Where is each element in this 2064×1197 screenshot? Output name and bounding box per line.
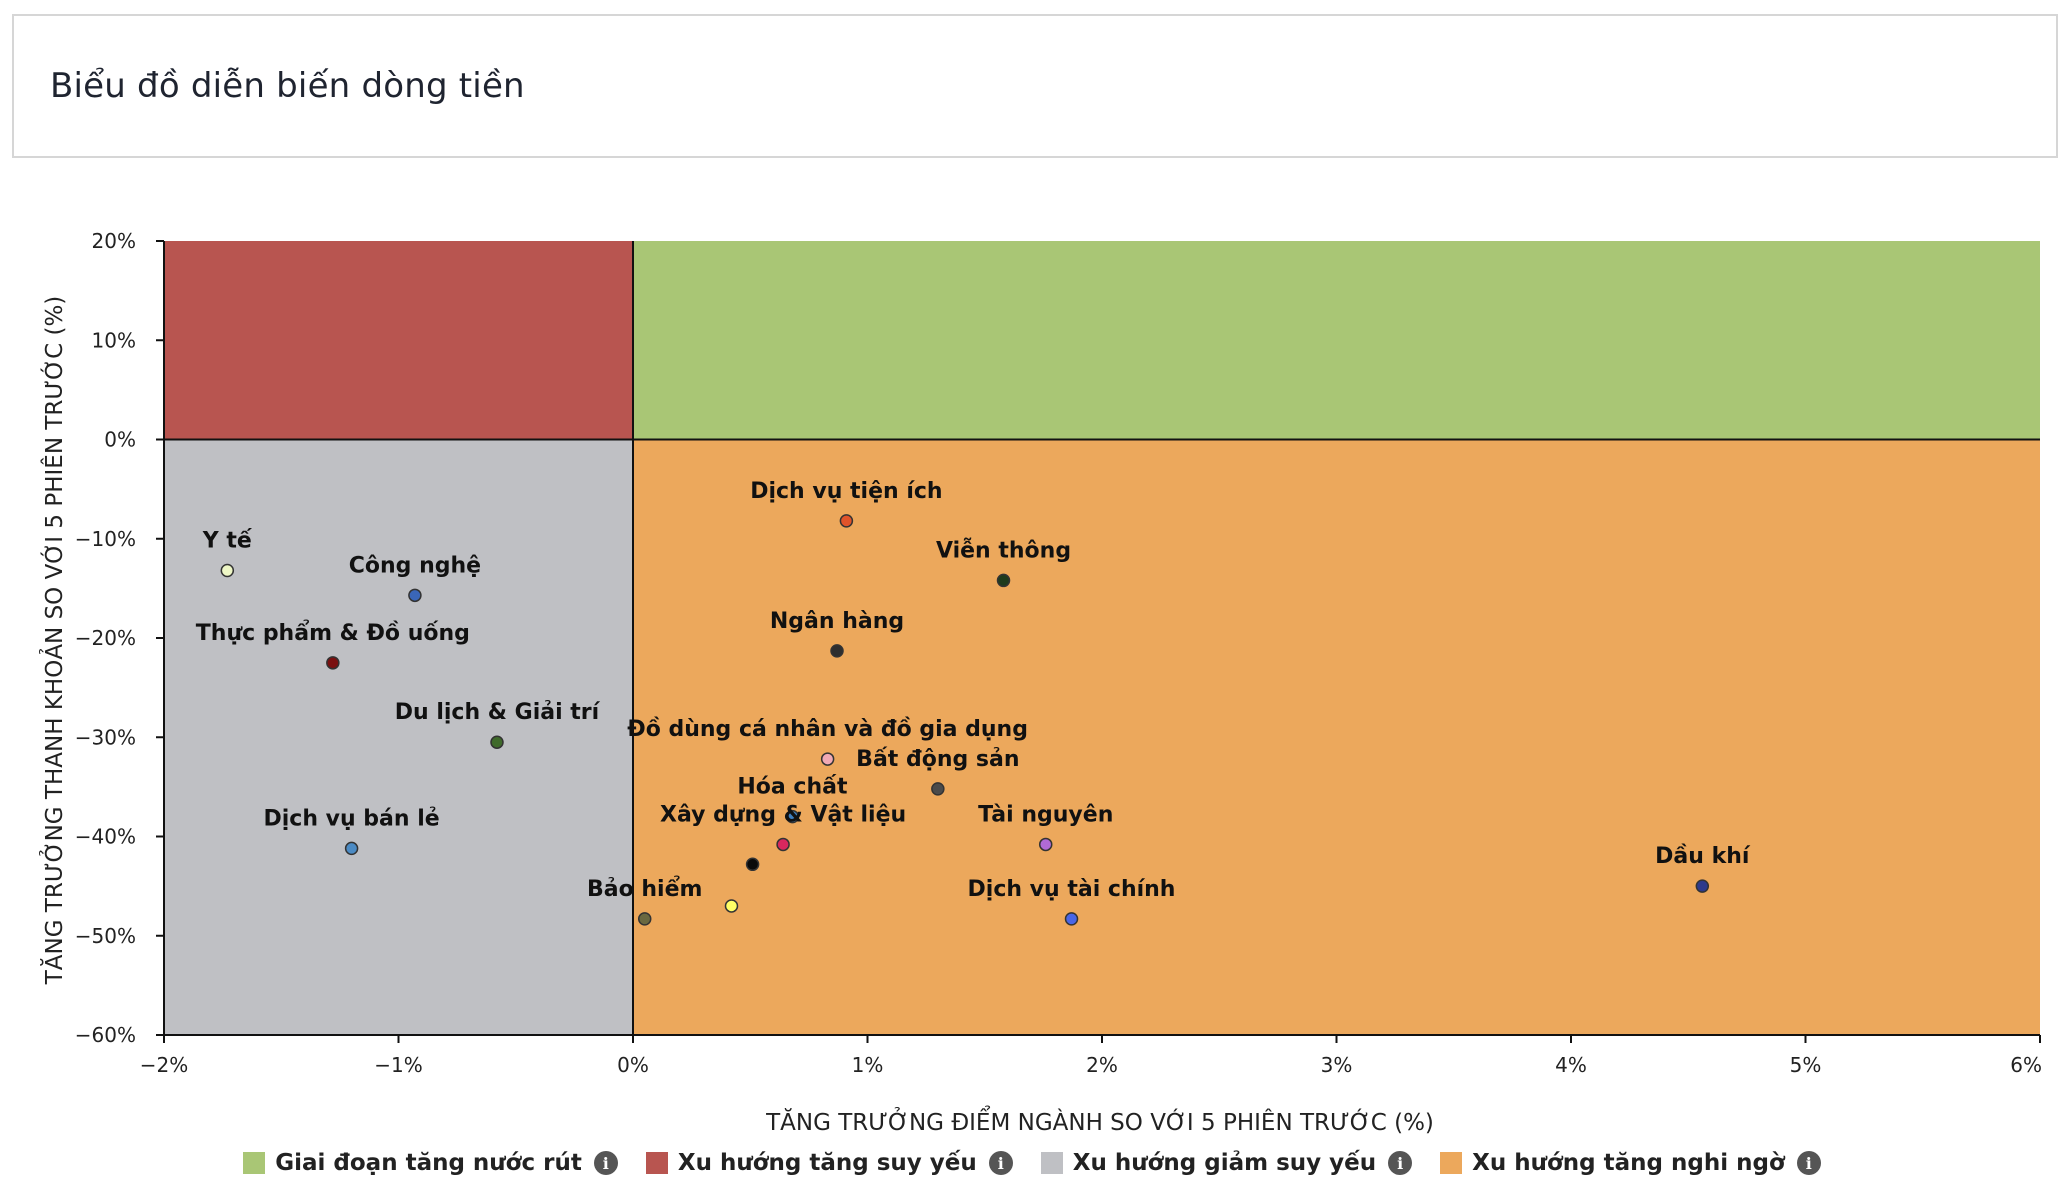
- data-label: Viễn thông: [936, 538, 1071, 563]
- y-tick-label: −50%: [75, 924, 136, 948]
- data-point: [220, 563, 235, 578]
- data-point: [996, 573, 1011, 588]
- data-label: Hóa chất: [737, 775, 848, 800]
- legend-label: Giai đoạn tăng nước rút: [275, 1150, 582, 1176]
- data-point: [637, 912, 652, 926]
- legend-swatch: [645, 1152, 668, 1174]
- legend-swatch: [1040, 1152, 1063, 1174]
- x-tick-label: 2%: [1086, 1053, 1118, 1077]
- data-point: [344, 841, 359, 856]
- legend-swatch: [1440, 1152, 1463, 1174]
- info-icon[interactable]: i: [593, 1151, 618, 1175]
- x-tick-label: 0%: [617, 1053, 649, 1077]
- legend-label: Xu hướng tăng nghi ngờ: [1472, 1150, 1785, 1176]
- data-point: [830, 644, 844, 658]
- y-tick-label: 10%: [92, 328, 136, 352]
- y-tick-label: −40%: [75, 825, 136, 849]
- data-label: Dịch vụ bán lẻ: [263, 806, 439, 831]
- data-point: [1695, 879, 1710, 893]
- data-point: [1038, 837, 1053, 852]
- y-tick-label: 0%: [104, 428, 136, 452]
- x-tick-label: 1%: [852, 1053, 884, 1077]
- data-label: Bảo hiểm: [587, 876, 702, 902]
- data-point: [839, 514, 854, 528]
- x-tick-label: 4%: [1555, 1053, 1587, 1077]
- data-label: Xây dựng & Vật liệu: [660, 802, 906, 827]
- data-point: [785, 809, 800, 824]
- data-point: [931, 782, 945, 796]
- y-tick-label: −10%: [75, 527, 136, 551]
- data-label: Thực phẩm & Đồ uống: [196, 620, 470, 646]
- info-icon[interactable]: i: [1796, 1151, 1821, 1175]
- legend-swatch: [243, 1152, 266, 1174]
- x-axis-title: TĂNG TRƯỞNG ĐIỂM NGÀNH SO VỚI 5 PHIÊN TR…: [765, 1106, 1434, 1136]
- x-tick-label: −1%: [374, 1053, 423, 1077]
- data-point: [776, 837, 790, 852]
- data-point: [408, 588, 422, 603]
- quadrant-region: [633, 439, 2040, 1035]
- data-label: Y tế: [202, 529, 253, 554]
- data-point: [745, 857, 760, 872]
- y-tick-label: 20%: [92, 229, 136, 253]
- data-label: Dịch vụ tiện ích: [750, 479, 942, 504]
- data-label: Công nghệ: [349, 553, 481, 578]
- info-icon[interactable]: i: [1388, 1151, 1413, 1175]
- data-point: [820, 752, 835, 766]
- data-label: Dầu khí: [1655, 844, 1751, 869]
- header-card: Biểu đồ diễn biến dòng tiền: [12, 14, 2058, 158]
- legend: Giai đoạn tăng nước rút i Xu hướng tăng …: [0, 1150, 2064, 1176]
- x-tick-label: −2%: [140, 1053, 189, 1077]
- y-tick-label: −60%: [75, 1023, 136, 1047]
- data-point: [326, 656, 340, 670]
- data-point: [490, 735, 504, 749]
- y-axis-title: TĂNG TRƯỞNG THANH KHOẢN SO VỚI 5 PHIÊN T…: [39, 296, 68, 986]
- scatter-chart: 20% 10% 0% −10% −20% −30% −40% −50% −60%−2% −1% 0%…: [39, 229, 2042, 1136]
- x-tick-label: 3%: [1321, 1053, 1353, 1077]
- data-label: Bất động sản: [856, 747, 1019, 772]
- y-tick-label: −20%: [75, 626, 136, 650]
- legend-item-2[interactable]: Xu hướng giảm suy yếu i: [1040, 1150, 1413, 1176]
- data-point: [1064, 912, 1079, 926]
- data-label: Du lịch & Giải trí: [395, 700, 601, 725]
- y-tick-label: −30%: [75, 725, 136, 749]
- data-label: Ngân hàng: [770, 609, 904, 634]
- legend-item-3[interactable]: Xu hướng tăng nghi ngờ i: [1440, 1150, 1821, 1176]
- data-label: Dịch vụ tài chính: [968, 877, 1176, 902]
- quadrant-region: [164, 241, 633, 440]
- legend-label: Xu hướng giảm suy yếu: [1072, 1150, 1377, 1176]
- quadrant-region: [164, 439, 633, 1035]
- data-point: [724, 899, 739, 913]
- data-label: Tài nguyên: [978, 802, 1113, 827]
- legend-label: Xu hướng tăng suy yếu: [677, 1150, 977, 1176]
- legend-item-0[interactable]: Giai đoạn tăng nước rút i: [243, 1150, 618, 1176]
- page-title: Biểu đồ diễn biến dòng tiền: [50, 66, 525, 106]
- legend-item-1[interactable]: Xu hướng tăng suy yếu i: [645, 1150, 1013, 1176]
- info-icon[interactable]: i: [988, 1151, 1013, 1175]
- quadrant-region: [633, 241, 2040, 440]
- x-tick-label: 6%: [2010, 1053, 2042, 1077]
- data-label: Đồ dùng cá nhân và đồ gia dụng: [627, 717, 1028, 742]
- x-tick-label: 5%: [1790, 1053, 1822, 1077]
